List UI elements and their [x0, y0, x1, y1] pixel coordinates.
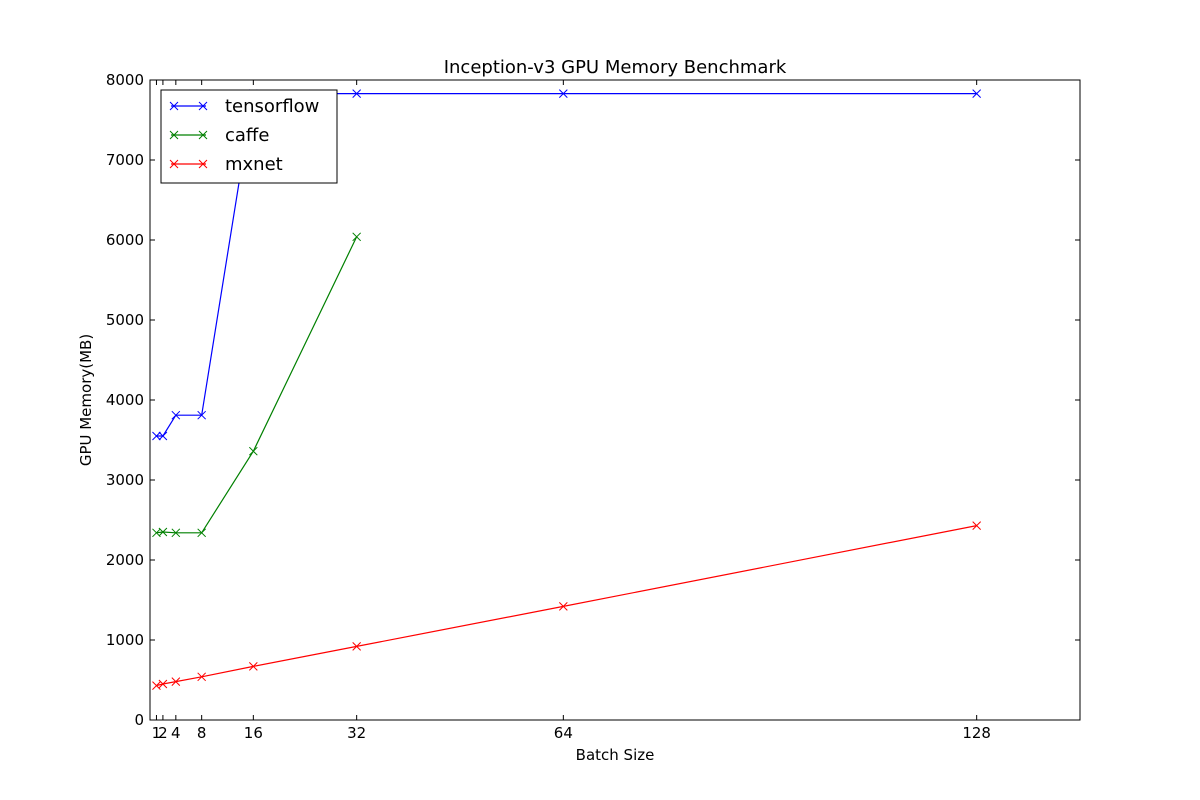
data-point-mxnet [197, 672, 207, 682]
series-line-mxnet [156, 525, 977, 687]
y-tick-label: 4000 [106, 391, 144, 409]
x-tick-label: 128 [962, 724, 991, 742]
y-axis-label: GPU Memory(MB) [77, 334, 95, 466]
series-mxnet [152, 521, 982, 690]
x-tick-label: 8 [197, 724, 207, 742]
y-tick-label: 0 [134, 711, 144, 729]
x-tick-label: 64 [554, 724, 573, 742]
legend-label-tensorflow: tensorflow [225, 96, 319, 117]
chart-title: Inception-v3 GPU Memory Benchmark [444, 57, 787, 78]
data-point-caffe [197, 528, 207, 538]
series-caffe [152, 232, 362, 538]
data-point-mxnet [158, 679, 168, 689]
data-point-tensorflow [171, 410, 181, 420]
series-line-tensorflow [156, 92, 977, 437]
legend-marker-tensorflow [169, 101, 179, 111]
data-point-caffe [171, 528, 181, 538]
x-tick-label: 16 [244, 724, 263, 742]
y-tick-label: 6000 [106, 231, 144, 249]
data-point-tensorflow [197, 410, 207, 420]
legend-marker-mxnet [198, 159, 208, 169]
data-point-tensorflow [972, 89, 982, 98]
data-point-caffe [248, 446, 258, 456]
x-tick-label: 2 [158, 724, 168, 742]
y-tick-label: 1000 [106, 631, 144, 649]
legend-marker-caffe [169, 130, 179, 140]
x-tick-label: 32 [347, 724, 366, 742]
data-point-caffe [158, 527, 168, 537]
legend: tensorflow caffe mxnet [160, 89, 338, 184]
legend-label-mxnet: mxnet [225, 154, 283, 175]
x-axis-label: Batch Size [576, 746, 655, 764]
data-point-mxnet [171, 677, 181, 686]
data-point-caffe [352, 232, 362, 242]
data-point-tensorflow [158, 431, 168, 441]
data-point-mxnet [558, 602, 568, 611]
legend-label-caffe: caffe [225, 125, 269, 146]
data-point-mxnet [152, 681, 161, 690]
y-tick-label: 5000 [106, 311, 144, 329]
data-point-mxnet [352, 642, 362, 651]
legend-marker-mxnet [169, 159, 179, 169]
data-point-mxnet [248, 662, 258, 671]
plot-area: 0 1000 2000 3000 4000 5000 6000 7000 8000 12 4 8 16 3… [106, 71, 1081, 742]
series-tensorflow [152, 89, 982, 441]
series-line-caffe [156, 236, 358, 534]
y-tick-label: 3000 [106, 471, 144, 489]
y-tick-label: 2000 [106, 551, 144, 569]
data-point-tensorflow [152, 431, 161, 441]
y-tick-label: 7000 [106, 151, 144, 169]
y-tick-label: 8000 [106, 71, 144, 89]
data-point-mxnet [972, 521, 982, 530]
x-tick-label: 4 [171, 724, 181, 742]
data-point-tensorflow [558, 89, 568, 98]
legend-marker-tensorflow [198, 101, 208, 111]
legend-marker-caffe [198, 130, 208, 140]
data-point-tensorflow [352, 89, 362, 98]
x-tick-label: 1 [152, 724, 162, 742]
